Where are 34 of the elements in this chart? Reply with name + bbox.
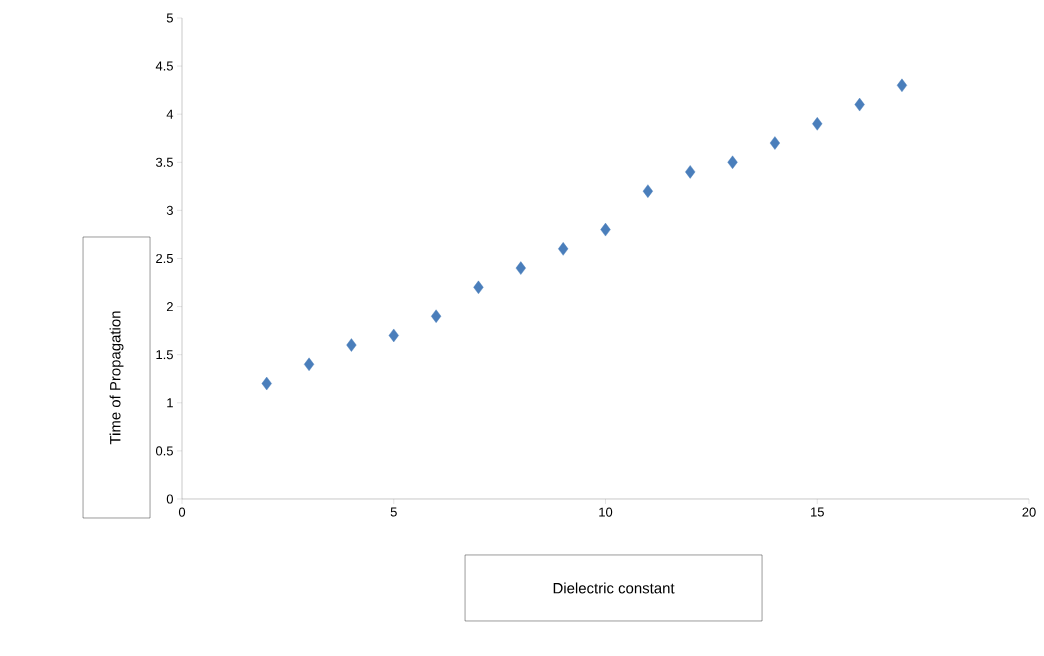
y-tick-label: 0.5 xyxy=(155,446,173,456)
y-tick-label: 0 xyxy=(166,494,173,504)
point xyxy=(685,165,696,179)
y-tick-label: 1 xyxy=(167,398,173,408)
y-axis-title: Time of Propagation xyxy=(109,311,124,445)
y-tick-label: 1.5 xyxy=(156,350,173,360)
point xyxy=(431,309,442,323)
point xyxy=(812,117,823,131)
point xyxy=(388,328,399,343)
y-tick-label: 4.5 xyxy=(155,61,173,71)
y-tick-label: 5 xyxy=(166,13,173,23)
x-tick-label: 10 xyxy=(599,507,613,517)
x-tick-label: 0 xyxy=(178,507,186,517)
point xyxy=(727,155,738,169)
x-tick-label: 15 xyxy=(811,507,824,517)
point xyxy=(896,78,908,93)
point xyxy=(854,97,865,112)
point xyxy=(261,376,272,391)
y-tick-label: 4 xyxy=(166,109,174,119)
point xyxy=(769,136,780,150)
y-tick-label: 3.5 xyxy=(155,157,173,167)
point xyxy=(558,242,569,256)
point xyxy=(303,357,315,372)
x-tick-label: 5 xyxy=(390,507,397,517)
point xyxy=(346,338,357,352)
point xyxy=(473,280,484,295)
y-tick-label: 2.5 xyxy=(156,253,173,264)
x-tick-label: 20 xyxy=(1022,507,1036,517)
x-axis-title: Dielectric constant xyxy=(553,582,675,594)
point xyxy=(600,222,611,237)
y-tick-label: 2 xyxy=(166,302,173,312)
y-tick-label: 3 xyxy=(166,205,173,215)
point xyxy=(515,261,526,275)
point xyxy=(642,184,653,198)
